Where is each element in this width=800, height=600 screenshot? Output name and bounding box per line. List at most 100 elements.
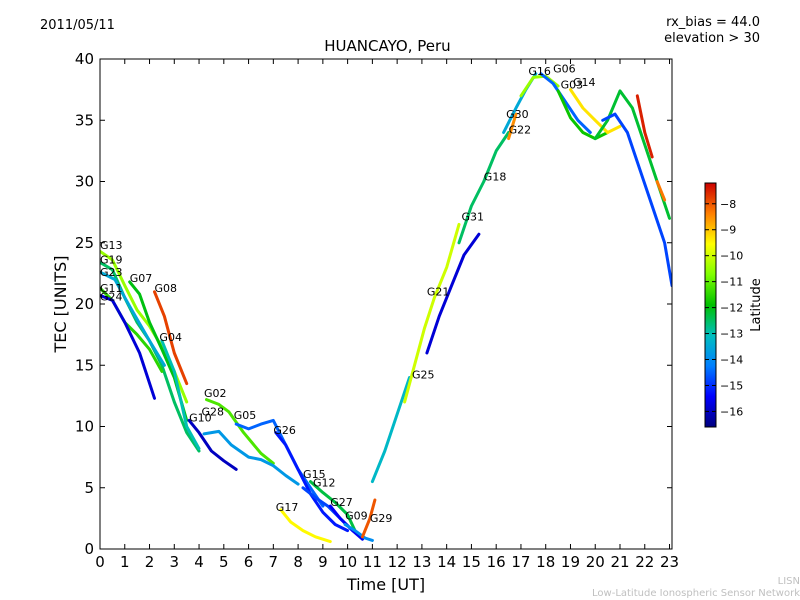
series-trace bbox=[187, 418, 238, 471]
date-label: 2011/05/11 bbox=[40, 18, 115, 33]
satellite-label: G30 bbox=[506, 108, 529, 121]
series-trace bbox=[507, 112, 518, 141]
y-axis-label: TEC [UNITS] bbox=[51, 256, 70, 354]
colorbar-tick-label: −16 bbox=[720, 405, 743, 418]
chart-title: HUANCAYO, Peru bbox=[324, 37, 451, 55]
satellite-label: G07 bbox=[130, 272, 153, 285]
y-tick-label: 10 bbox=[75, 418, 94, 436]
series-trace bbox=[457, 131, 511, 245]
satellite-label: G16 bbox=[528, 65, 551, 78]
satellite-label: G14 bbox=[573, 76, 596, 89]
x-tick-label: 14 bbox=[437, 553, 456, 571]
satellite-label: G03 bbox=[561, 78, 584, 91]
x-tick-label: 4 bbox=[194, 553, 204, 571]
series-trace bbox=[153, 290, 189, 386]
series-trace bbox=[205, 398, 275, 465]
x-tick-label: 0 bbox=[95, 553, 105, 571]
satellite-label: G11 bbox=[100, 282, 123, 295]
footer-network: Low-Latitude Ionospheric Sensor Network bbox=[592, 588, 800, 599]
y-tick-label: 40 bbox=[75, 50, 94, 68]
y-tick-label: 25 bbox=[75, 234, 94, 252]
satellite-label: G17 bbox=[276, 501, 299, 514]
series-trace bbox=[593, 89, 671, 220]
y-tick-label: 30 bbox=[75, 173, 94, 191]
series-trace bbox=[425, 232, 481, 355]
x-tick-label: 16 bbox=[487, 553, 506, 571]
series-trace bbox=[370, 376, 411, 484]
colorbar bbox=[704, 182, 717, 428]
series-trace bbox=[539, 72, 592, 134]
x-tick-label: 10 bbox=[338, 553, 357, 571]
satellite-label: G04 bbox=[159, 331, 182, 344]
x-tick-label: 19 bbox=[561, 553, 580, 571]
colorbar-tick-label: −12 bbox=[720, 302, 743, 315]
satellite-label: G22 bbox=[509, 124, 532, 137]
satellite-label: G27 bbox=[330, 496, 353, 509]
satellite-label: G26 bbox=[273, 424, 296, 437]
satellite-label: G10 bbox=[189, 412, 212, 425]
satellite-label: G18 bbox=[484, 170, 507, 183]
y-tick-label: 0 bbox=[84, 540, 94, 558]
colorbar-label: Latitude bbox=[749, 278, 764, 332]
y-tick-label: 35 bbox=[75, 111, 94, 129]
series-layer bbox=[100, 72, 672, 544]
axis-ticks: 0 1 2 3 4 5 6 7 8 9 10 11 12 13 14 15 16 17 18 19 20 21 22 2305… bbox=[75, 50, 679, 571]
series-trace bbox=[279, 508, 332, 544]
colorbar-tick-label: −9 bbox=[720, 224, 736, 237]
footer-code: LISN bbox=[777, 576, 800, 587]
series-trace bbox=[403, 222, 461, 404]
satellite-label: G31 bbox=[462, 211, 485, 224]
satellite-label: G12 bbox=[313, 477, 336, 490]
series-trace bbox=[202, 429, 300, 486]
satellite-label: G13 bbox=[100, 239, 123, 252]
series-trace bbox=[655, 180, 667, 202]
x-tick-label: 11 bbox=[363, 553, 382, 571]
series-trace bbox=[519, 74, 560, 98]
x-tick-label: 3 bbox=[170, 553, 180, 571]
colorbar-tick-label: −13 bbox=[720, 328, 743, 341]
series-trace bbox=[234, 418, 325, 508]
satellite-label: G29 bbox=[370, 512, 393, 525]
x-tick-label: 1 bbox=[120, 553, 130, 571]
rx-bias-label: rx_bias = 44.0 bbox=[666, 15, 760, 30]
satellite-label: G02 bbox=[204, 387, 227, 400]
x-tick-label: 8 bbox=[293, 553, 303, 571]
footer: LISN Low-Latitude Ionospheric Sensor Net… bbox=[592, 576, 800, 600]
y-tick-label: 5 bbox=[84, 479, 94, 497]
x-tick-label: 23 bbox=[660, 553, 679, 571]
satellite-label: G25 bbox=[412, 369, 435, 382]
series-trace bbox=[343, 523, 374, 542]
x-tick-label: 18 bbox=[536, 553, 555, 571]
series-trace bbox=[569, 88, 622, 134]
params-block: rx_bias = 44.0 elevation > 30 bbox=[664, 15, 760, 47]
colorbar-ticks: −8 −9 −10 −11 −12 −13 −14 −15 −16 bbox=[705, 198, 743, 418]
satellite-label: G15 bbox=[303, 468, 326, 481]
series-trace bbox=[361, 498, 377, 539]
series-trace bbox=[601, 112, 672, 288]
satellite-label: G21 bbox=[427, 285, 450, 298]
series-trace bbox=[309, 480, 357, 533]
x-tick-label: 2 bbox=[145, 553, 155, 571]
satellite-label: G06 bbox=[553, 62, 576, 75]
y-tick-label: 15 bbox=[75, 356, 94, 374]
satellite-label: G19 bbox=[100, 254, 123, 267]
elevation-label: elevation > 30 bbox=[664, 31, 760, 46]
x-tick-label: 7 bbox=[269, 553, 279, 571]
satellite-label: G09 bbox=[345, 510, 368, 523]
x-tick-label: 20 bbox=[586, 553, 605, 571]
satellite-label: G28 bbox=[202, 405, 225, 418]
x-tick-label: 22 bbox=[635, 553, 654, 571]
series-trace bbox=[635, 94, 654, 159]
x-axis-label: Time [UT] bbox=[346, 575, 425, 594]
series-trace bbox=[160, 339, 201, 451]
colorbar-tick-label: −11 bbox=[720, 276, 743, 289]
y-tick-label: 20 bbox=[75, 295, 94, 313]
colorbar-tick-label: −14 bbox=[720, 354, 743, 367]
colorbar-tick-label: −10 bbox=[720, 250, 743, 263]
colorbar-tick-label: −8 bbox=[720, 198, 736, 211]
x-tick-label: 5 bbox=[219, 553, 229, 571]
satellite-label: G23 bbox=[100, 266, 123, 279]
x-tick-label: 6 bbox=[244, 553, 254, 571]
